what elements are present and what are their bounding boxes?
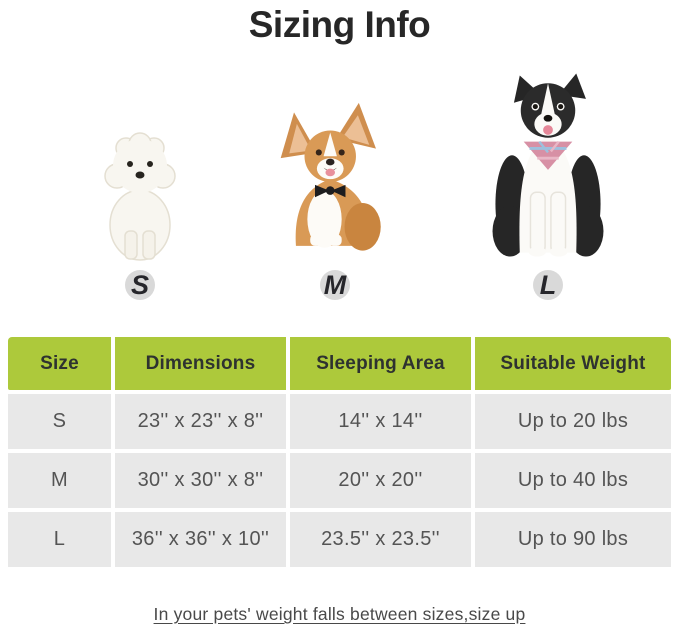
cell-dimensions: 30'' x 30'' x 8'' (115, 453, 286, 508)
size-up-note: In your pets' weight falls between sizes… (0, 604, 679, 625)
size-badge-s: S (125, 270, 155, 300)
dog-size-examples: S (0, 46, 679, 300)
cell-suitable-weight: Up to 90 lbs (475, 512, 671, 567)
size-badge-l: L (533, 270, 563, 300)
sizing-table-header: Size Dimensions Sleeping Area Suitable W… (8, 337, 671, 390)
size-badge-circle (533, 270, 563, 300)
size-badge-circle (125, 270, 155, 300)
bichon-dog-photo (104, 132, 176, 261)
border-collie-dog-photo (492, 73, 604, 257)
cell-dimensions: 36'' x 36'' x 10'' (115, 512, 286, 567)
table-row-l: L 36'' x 36'' x 10'' 23.5'' x 23.5'' Up … (8, 512, 671, 567)
dog-column-small: S (55, 131, 225, 300)
cell-dimensions: 23'' x 23'' x 8'' (115, 394, 286, 449)
cell-size: M (8, 453, 111, 508)
corgi-dog-photo (280, 102, 381, 251)
size-badge-letter: L (539, 270, 557, 300)
sizing-table-body: S 23'' x 23'' x 8'' 14'' x 14'' Up to 20… (8, 394, 671, 567)
size-badge-circle (320, 270, 350, 300)
header-suitable-weight: Suitable Weight (475, 337, 671, 390)
cell-size: S (8, 394, 111, 449)
dog-column-large: L (453, 67, 643, 300)
size-badge-m: M (320, 270, 350, 300)
size-badge-letter: M (323, 270, 347, 300)
table-row-s: S 23'' x 23'' x 8'' 14'' x 14'' Up to 20… (8, 394, 671, 449)
table-row-m: M 30'' x 30'' x 8'' 20'' x 20'' Up to 40… (8, 453, 671, 508)
page-title: Sizing Info (248, 4, 431, 45)
dog-column-medium: M (250, 101, 420, 300)
cell-sleeping-area: 23.5'' x 23.5'' (290, 512, 471, 567)
cell-suitable-weight: Up to 40 lbs (475, 453, 671, 508)
size-badge-letter: S (130, 270, 149, 300)
header-size: Size (8, 337, 111, 390)
header-sleeping-area: Sleeping Area (290, 337, 471, 390)
cell-size: L (8, 512, 111, 567)
cell-sleeping-area: 20'' x 20'' (290, 453, 471, 508)
sizing-table: Size Dimensions Sleeping Area Suitable W… (8, 337, 671, 567)
cell-suitable-weight: Up to 20 lbs (475, 394, 671, 449)
header-dimensions: Dimensions (115, 337, 286, 390)
cell-sleeping-area: 14'' x 14'' (290, 394, 471, 449)
size-up-note-text: In your pets' weight falls between sizes… (153, 604, 526, 624)
